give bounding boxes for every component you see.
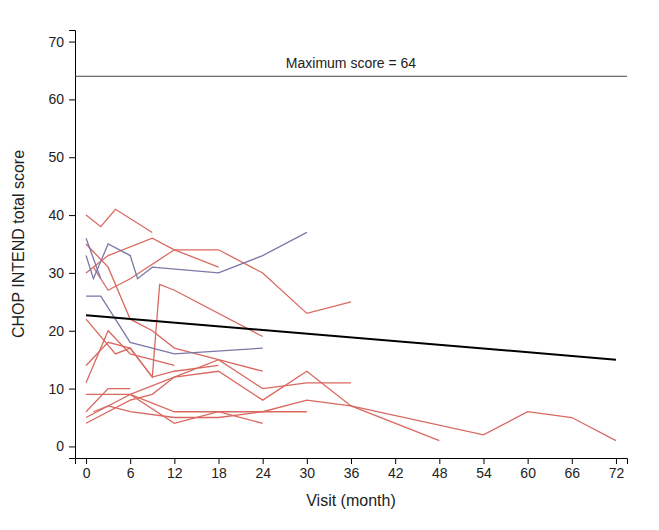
y-tick-mark xyxy=(69,157,75,158)
chart: 0 6 12 18 24 30 36 42 48 54 60 66 72 0 10 20 30 40 50 60 70 M… xyxy=(0,0,659,530)
x-tick: 0 xyxy=(83,458,91,481)
y-tick: 0 xyxy=(56,438,75,454)
x-tick-mark xyxy=(263,458,264,464)
y-tick-mark xyxy=(69,446,75,447)
x-tick-label: 18 xyxy=(211,465,227,481)
x-tick-mark xyxy=(616,458,617,464)
x-tick-label: 54 xyxy=(476,465,492,481)
series-line xyxy=(86,296,263,354)
x-tick-label: 66 xyxy=(565,465,581,481)
series-line xyxy=(86,244,263,371)
y-tick-label: 30 xyxy=(48,265,64,281)
y-tick-label: 20 xyxy=(48,323,64,339)
y-axis-line xyxy=(69,31,76,459)
series-line xyxy=(86,394,263,423)
x-axis-title: Visit (month) xyxy=(306,492,396,509)
x-tick-label: 30 xyxy=(300,465,316,481)
x-tick-label: 60 xyxy=(520,465,536,481)
x-tick: 42 xyxy=(388,458,404,481)
x-tick-mark xyxy=(483,458,484,464)
x-tick-label: 6 xyxy=(127,465,135,481)
x-tick-mark xyxy=(307,458,308,464)
y-tick-label: 60 xyxy=(48,91,64,107)
series-line xyxy=(93,406,306,418)
x-tick: 54 xyxy=(476,458,492,481)
y-tick-mark xyxy=(69,389,75,390)
x-tick: 6 xyxy=(127,458,135,481)
x-tick-mark xyxy=(439,458,440,464)
x-tick-mark xyxy=(174,458,175,464)
data-area xyxy=(75,76,627,440)
series-line xyxy=(86,232,307,278)
y-tick-mark xyxy=(69,99,75,100)
y-tick-mark xyxy=(69,215,75,216)
x-tick-label: 42 xyxy=(388,465,404,481)
series-line xyxy=(86,284,263,377)
x-tick-mark xyxy=(351,458,352,464)
x-tick: 18 xyxy=(211,458,227,481)
series-line xyxy=(86,209,152,232)
y-tick: 30 xyxy=(48,265,75,281)
y-axis: 0 10 20 30 40 50 60 70 xyxy=(48,31,75,459)
y-tick: 20 xyxy=(48,323,75,339)
x-tick-label: 48 xyxy=(432,465,448,481)
y-tick-mark xyxy=(69,273,75,274)
x-tick-mark xyxy=(572,458,573,464)
reference-line xyxy=(75,76,627,77)
x-tick: 48 xyxy=(432,458,448,481)
y-tick-label: 70 xyxy=(48,34,64,50)
y-tick: 70 xyxy=(48,34,75,50)
y-tick: 50 xyxy=(48,149,75,165)
plot: 0 6 12 18 24 30 36 42 48 54 60 66 72 0 10 20 30 40 50 60 70 M… xyxy=(48,31,627,481)
x-tick-label: 36 xyxy=(344,465,360,481)
y-tick-label: 10 xyxy=(48,381,64,397)
y-tick: 10 xyxy=(48,381,75,397)
x-tick-mark xyxy=(130,458,131,464)
x-tick-label: 24 xyxy=(255,465,271,481)
x-tick: 60 xyxy=(520,458,536,481)
x-tick-label: 12 xyxy=(167,465,183,481)
y-tick-mark xyxy=(69,42,75,43)
x-tick: 24 xyxy=(255,458,271,481)
x-tick-mark xyxy=(528,458,529,464)
x-tick-mark xyxy=(86,458,87,464)
x-tick: 36 xyxy=(344,458,360,481)
x-tick: 30 xyxy=(300,458,316,481)
y-tick-mark xyxy=(69,331,75,332)
x-tick-mark xyxy=(395,458,396,464)
series-line xyxy=(86,315,616,360)
y-axis-title: CHOP INTEND total score xyxy=(10,150,27,338)
annotation: Maximum score = 64 xyxy=(286,55,417,71)
x-tick-label: 0 xyxy=(83,465,91,481)
y-tick: 40 xyxy=(48,207,75,223)
y-tick-label: 0 xyxy=(56,438,64,454)
y-tick-label: 50 xyxy=(48,149,64,165)
x-axis: 0 6 12 18 24 30 36 42 48 54 60 66 72 xyxy=(76,458,628,481)
y-tick: 60 xyxy=(48,91,75,107)
x-tick: 12 xyxy=(167,458,183,481)
y-tick-label: 40 xyxy=(48,207,64,223)
series-line xyxy=(86,371,439,440)
series-line xyxy=(86,389,130,412)
x-tick: 66 xyxy=(565,458,581,481)
x-tick-mark xyxy=(219,458,220,464)
x-tick: 72 xyxy=(609,458,625,481)
x-tick-label: 72 xyxy=(609,465,625,481)
series-line xyxy=(86,238,101,278)
x-axis-line xyxy=(76,459,628,465)
